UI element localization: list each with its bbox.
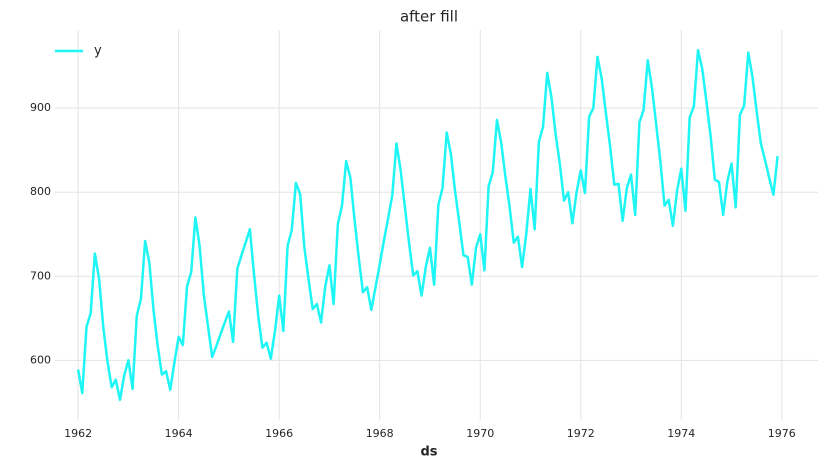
x-tick-label: 1976	[768, 427, 796, 440]
data-line	[76, 48, 779, 402]
x-tick-label: 1964	[165, 427, 193, 440]
x-tick-label: 1970	[466, 427, 494, 440]
y-tick-label: 600	[30, 353, 51, 366]
y-tick-label: 900	[30, 101, 51, 114]
y-tick-label: 700	[30, 269, 51, 282]
chart-title: after fill	[400, 8, 458, 26]
x-tick-label: 1966	[265, 427, 293, 440]
x-axis-label: ds	[420, 445, 437, 460]
x-tick-label: 1968	[366, 427, 394, 440]
legend-label: y	[94, 44, 102, 59]
y-tick-label: 800	[30, 185, 51, 198]
x-tick-label: 1972	[567, 427, 595, 440]
x-tick-label: 1962	[64, 427, 92, 440]
x-tick-label: 1974	[667, 427, 695, 440]
